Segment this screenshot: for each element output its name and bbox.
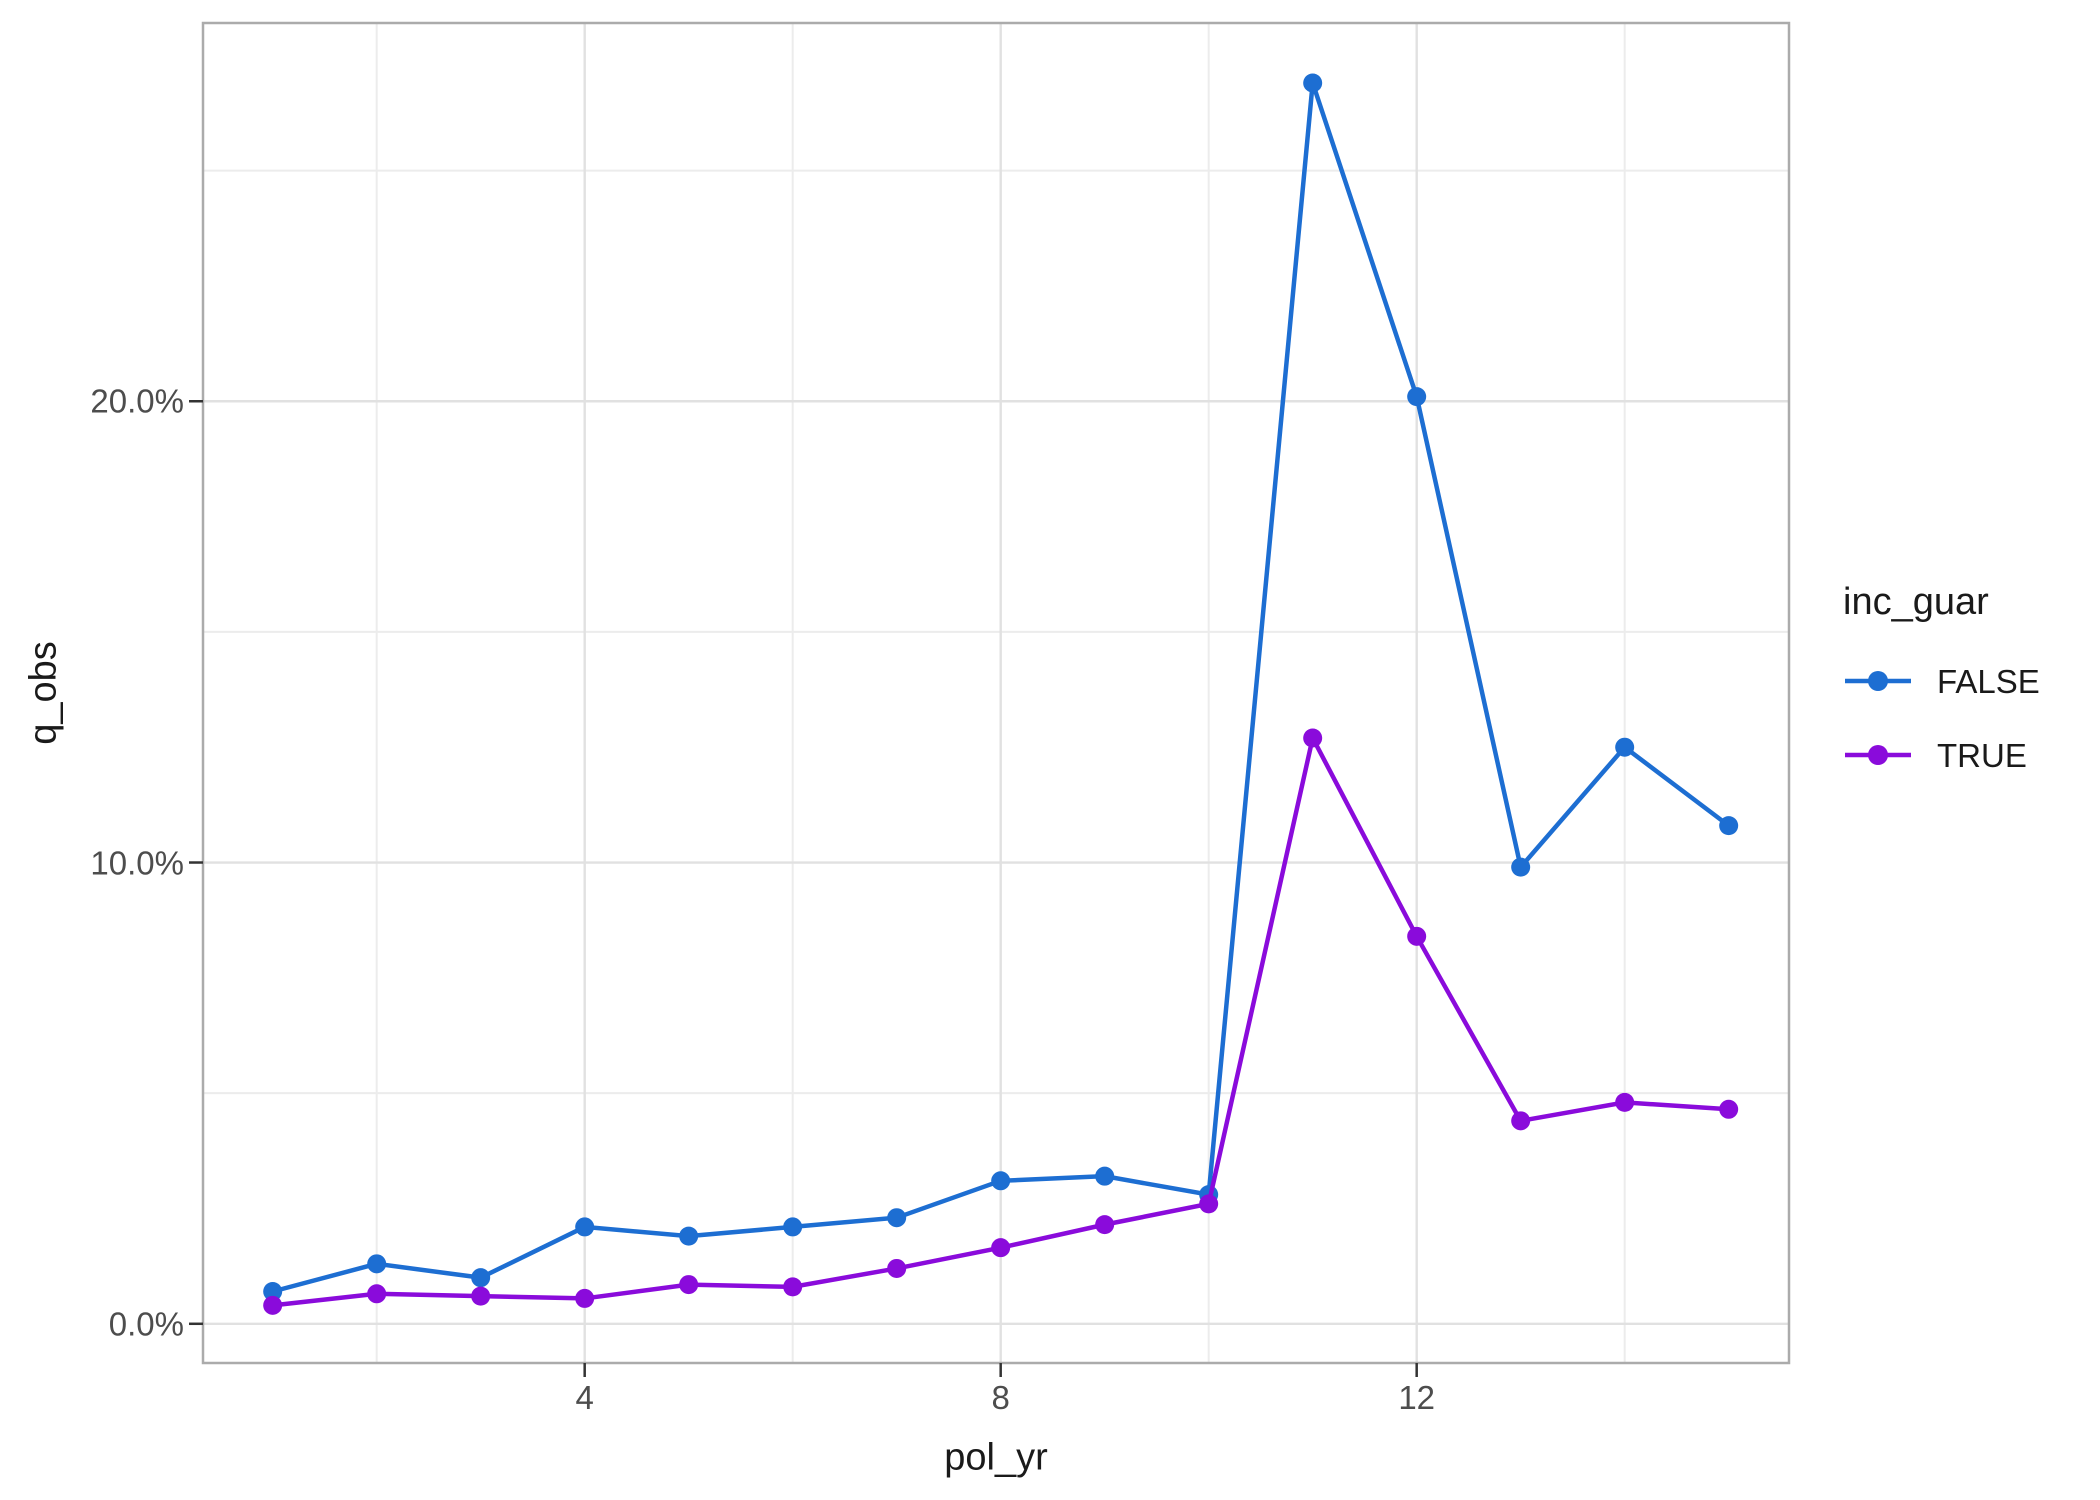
- data-point-false-yr1: [263, 1282, 283, 1302]
- data-point-true-yr7: [887, 1258, 907, 1278]
- data-point-false-yr6: [783, 1217, 803, 1237]
- y-axis-title: q_obs: [22, 641, 65, 745]
- y-tick-label-20.0%: 20.0%: [90, 382, 184, 420]
- data-point-false-yr2: [367, 1254, 387, 1274]
- data-point-true-yr10: [1199, 1194, 1219, 1214]
- panel-border: [201, 21, 1791, 1365]
- legend-entry-false: FALSE: [1843, 662, 2040, 700]
- data-point-true-yr13: [1511, 1111, 1531, 1131]
- data-point-true-yr12: [1407, 926, 1427, 946]
- x-tick-label-4: 4: [575, 1379, 594, 1416]
- legend-label-false: FALSE: [1937, 662, 2040, 700]
- data-point-true-yr2: [367, 1284, 387, 1304]
- data-point-false-yr14: [1615, 737, 1635, 757]
- data-point-true-yr9: [1095, 1215, 1115, 1235]
- data-point-false-yr13: [1511, 857, 1531, 877]
- data-point-false-yr3: [471, 1268, 491, 1288]
- y-tick-label-0.0%: 0.0%: [108, 1305, 184, 1343]
- data-point-false-yr5: [679, 1226, 699, 1246]
- x-tick-label-12: 12: [1398, 1379, 1436, 1416]
- data-point-true-yr3: [471, 1286, 491, 1306]
- legend: inc_guar FALSE TRUE: [1843, 581, 2040, 774]
- data-point-false-yr9: [1095, 1166, 1115, 1186]
- legend-title: inc_guar: [1843, 581, 1989, 623]
- data-point-false-yr11: [1303, 73, 1323, 93]
- data-point-false-yr7: [887, 1208, 907, 1228]
- data-point-false-yr8: [991, 1171, 1011, 1191]
- legend-key-line-dot-icon: [1845, 745, 1911, 765]
- data-point-false-yr4: [575, 1217, 595, 1237]
- data-point-true-yr15: [1719, 1099, 1739, 1119]
- data-point-false-yr15: [1719, 816, 1739, 836]
- data-point-true-yr14: [1615, 1092, 1635, 1112]
- data-point-true-yr11: [1303, 728, 1323, 748]
- x-tick-label-8: 8: [991, 1379, 1010, 1416]
- data-point-true-yr5: [679, 1275, 699, 1295]
- legend-entry-true: TRUE: [1843, 736, 2040, 774]
- data-point-false-yr12: [1407, 387, 1427, 407]
- data-point-true-yr1: [263, 1295, 283, 1315]
- y-tick-label-10.0%: 10.0%: [90, 844, 184, 882]
- data-point-true-yr4: [575, 1288, 595, 1308]
- data-point-true-yr6: [783, 1277, 803, 1297]
- x-axis-title: pol_yr: [944, 1436, 1048, 1479]
- legend-label-true: TRUE: [1937, 736, 2027, 774]
- legend-key-line-dot-icon: [1845, 671, 1911, 691]
- data-point-true-yr8: [991, 1238, 1011, 1258]
